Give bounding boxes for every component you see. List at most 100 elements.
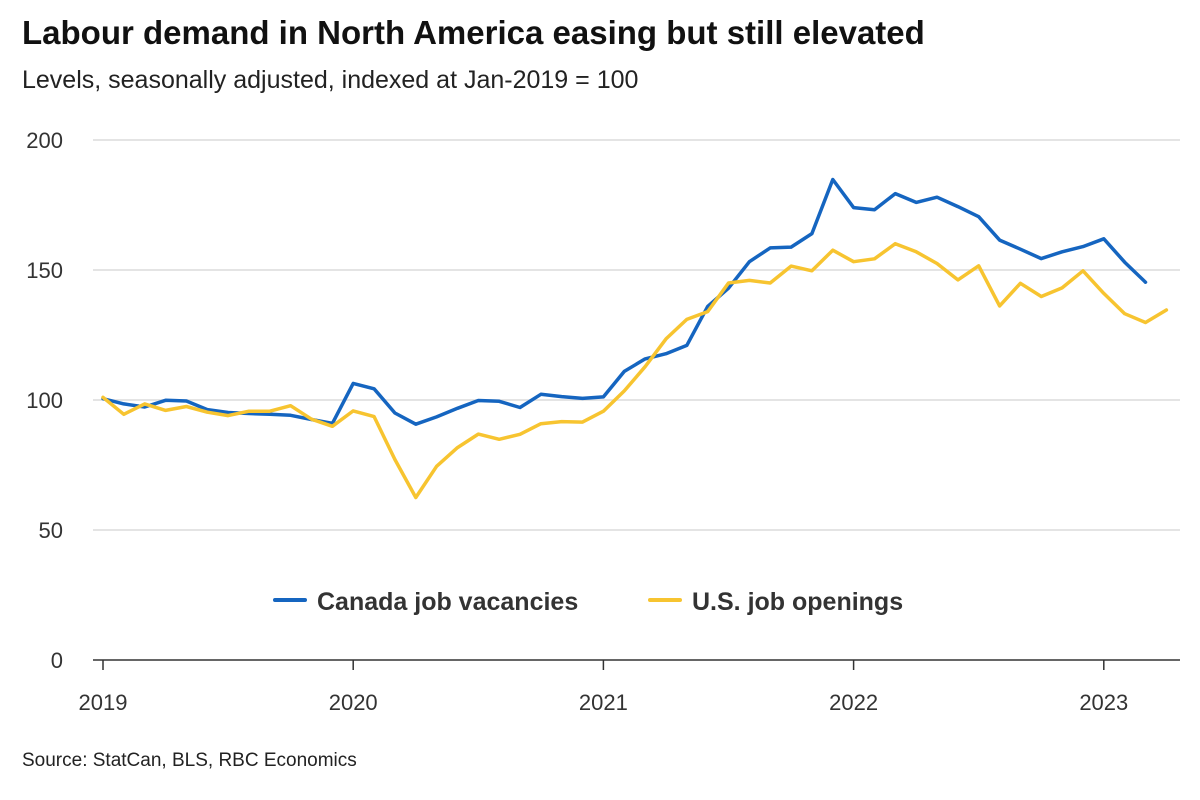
data-point: [329, 423, 335, 429]
data-point: [475, 398, 481, 404]
series-canada-job-vacancies: [101, 177, 1149, 427]
data-point: [559, 419, 565, 425]
y-tick-label: 100: [26, 388, 63, 413]
data-point: [288, 403, 294, 409]
data-point: [1122, 259, 1128, 265]
chart-subtitle: Levels, seasonally adjusted, indexed at …: [22, 66, 639, 94]
data-point: [371, 386, 377, 392]
data-point: [809, 231, 815, 237]
data-point: [183, 404, 189, 410]
data-point: [663, 351, 669, 357]
gridlines: [93, 139, 1180, 531]
data-point: [830, 177, 836, 183]
x-tick-label: 2023: [1079, 690, 1128, 715]
data-point: [350, 408, 356, 414]
y-axis-tick-labels: 0 50 100 150 200: [26, 128, 63, 673]
data-point: [976, 263, 982, 269]
data-point: [496, 436, 502, 442]
data-point: [538, 391, 544, 397]
data-point: [309, 416, 315, 422]
data-point: [1143, 320, 1149, 326]
data-point: [413, 495, 419, 501]
data-point: [267, 408, 273, 414]
data-point: [413, 421, 419, 427]
data-point: [1017, 280, 1023, 286]
chart-title: Labour demand in North America easing bu…: [22, 14, 925, 51]
data-point: [142, 401, 148, 407]
y-tick-label: 200: [26, 128, 63, 153]
data-point: [767, 245, 773, 251]
data-point: [872, 207, 878, 213]
data-point: [913, 249, 919, 255]
data-point: [580, 419, 586, 425]
series-line: [101, 177, 1148, 426]
data-point: [1080, 268, 1086, 274]
y-tick-label: 150: [26, 258, 63, 283]
data-point: [100, 394, 106, 400]
data-point: [163, 397, 169, 403]
data-point: [600, 408, 606, 414]
data-point: [934, 261, 940, 267]
data-point: [288, 412, 294, 418]
data-point: [580, 395, 586, 401]
data-point: [246, 408, 252, 414]
x-tick-label: 2020: [329, 690, 378, 715]
data-point: [600, 394, 606, 400]
legend-item: U.S. job openings: [648, 588, 903, 616]
data-point: [788, 244, 794, 250]
data-point: [892, 241, 898, 247]
data-point: [392, 410, 398, 416]
data-point: [475, 431, 481, 437]
x-axis: 2019 2020 2021 2022 2023: [79, 659, 1180, 715]
data-point: [1080, 244, 1086, 250]
data-point: [1101, 236, 1107, 242]
data-point: [455, 405, 461, 411]
data-point: [684, 342, 690, 348]
data-point: [434, 463, 440, 469]
data-point: [496, 398, 502, 404]
data-point: [726, 280, 732, 286]
series-us-job-openings: [100, 241, 1169, 501]
data-point: [621, 388, 627, 394]
data-point: [1122, 311, 1128, 317]
data-point: [621, 368, 627, 374]
data-point: [1143, 279, 1149, 285]
data-point: [1038, 294, 1044, 300]
series-line: [101, 241, 1169, 500]
data-point: [183, 398, 189, 404]
data-point: [517, 405, 523, 411]
data-point: [559, 394, 565, 400]
data-point: [225, 413, 231, 419]
data-point: [1017, 246, 1023, 252]
data-point: [538, 421, 544, 427]
data-point: [851, 259, 857, 265]
source-note: Source: StatCan, BLS, RBC Economics: [22, 750, 357, 771]
data-point: [997, 303, 1003, 309]
data-point: [809, 268, 815, 274]
data-point: [517, 431, 523, 437]
data-point: [746, 259, 752, 265]
data-point: [121, 411, 127, 417]
data-point: [434, 414, 440, 420]
data-point: [976, 214, 982, 220]
data-point: [851, 205, 857, 211]
data-series: [100, 177, 1169, 501]
data-point: [121, 401, 127, 407]
data-point: [1101, 290, 1107, 296]
data-point: [371, 414, 377, 420]
data-point: [163, 407, 169, 413]
data-point: [746, 277, 752, 283]
data-point: [684, 316, 690, 322]
data-point: [705, 309, 711, 315]
data-point: [788, 263, 794, 269]
legend-label: Canada job vacancies: [317, 588, 578, 616]
data-point: [392, 457, 398, 463]
data-point: [934, 194, 940, 200]
data-point: [767, 280, 773, 286]
y-tick-label: 50: [39, 518, 63, 543]
data-point: [204, 409, 210, 415]
data-point: [663, 336, 669, 342]
data-point: [642, 364, 648, 370]
data-point: [997, 237, 1003, 243]
